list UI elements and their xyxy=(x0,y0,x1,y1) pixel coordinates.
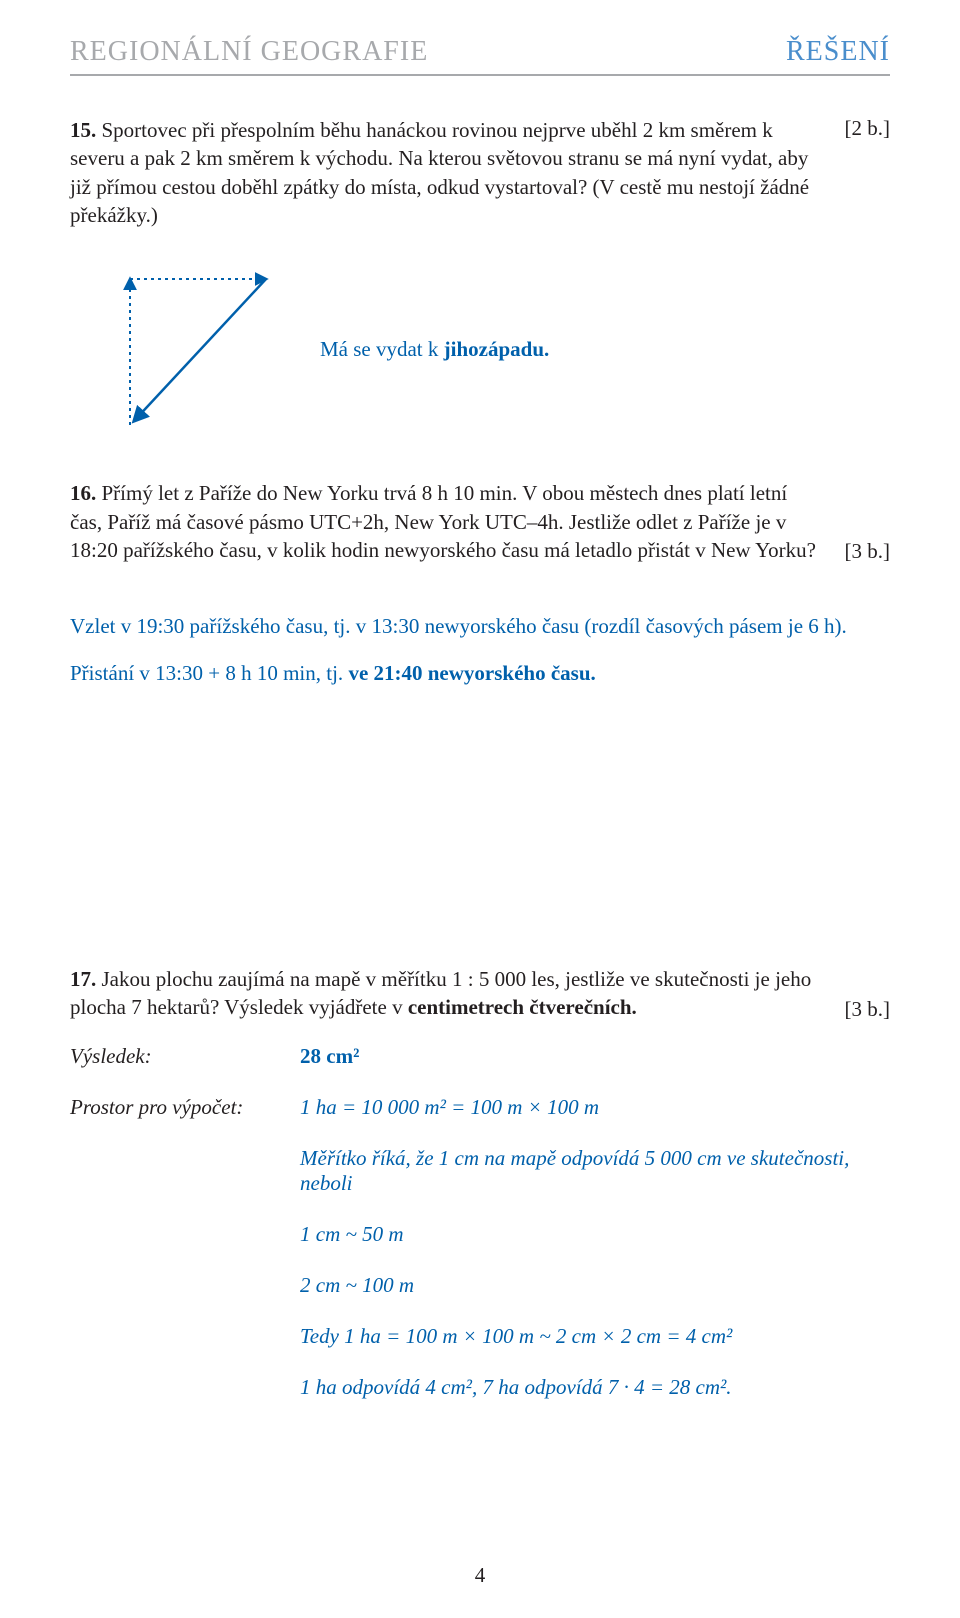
q17-calc-line6: 1 ha odpovídá 4 cm², 7 ha odpovídá 7 · 4… xyxy=(300,1375,890,1400)
question-15-number: 15. xyxy=(70,118,96,142)
question-15-points: [2 b.] xyxy=(845,116,891,229)
question-16: 16. Přímý let z Paříže do New Yorku trvá… xyxy=(70,479,890,564)
q17-calc-line1: 1 ha = 10 000 m² = 100 m × 100 m xyxy=(300,1095,890,1120)
q17-result-label: Výsledek: xyxy=(70,1044,270,1069)
q17-calc-label: Prostor pro výpočet: xyxy=(70,1095,270,1120)
q16-answer2-pre: Přistání v 13:30 + 8 h 10 min, tj. xyxy=(70,661,348,685)
question-17-text: 17. Jakou plochu zaujímá na mapě v měřít… xyxy=(70,965,825,1022)
q17-calc-line3: 1 cm ~ 50 m xyxy=(300,1222,890,1247)
q16-answer-line2: Přistání v 13:30 + 8 h 10 min, tj. ve 21… xyxy=(70,659,890,687)
q15-answer: Má se vydat k jihozápadu. xyxy=(320,335,549,363)
question-15: 15. Sportovec při přespolním běhu hanáck… xyxy=(70,116,890,229)
q15-answer-pre: Má se vydat k xyxy=(320,337,444,361)
question-17-body-bold: centimetrech čtverečních. xyxy=(408,995,637,1019)
q17-calc-line2: Měřítko říká, že 1 cm na mapě odpovídá 5… xyxy=(300,1146,890,1196)
question-16-body: Přímý let z Paříže do New Yorku trvá 8 h… xyxy=(70,481,816,562)
q17-calc-line4: 2 cm ~ 100 m xyxy=(300,1273,890,1298)
q16-answer-line1: Vzlet v 19:30 pařížského času, tj. v 13:… xyxy=(70,612,890,640)
q15-answer-bold: jihozápadu. xyxy=(444,337,550,361)
question-16-text: 16. Přímý let z Paříže do New Yorku trvá… xyxy=(70,479,825,564)
question-16-points: [3 b.] xyxy=(845,539,891,564)
header-title-right: ŘEŠENÍ xyxy=(786,36,890,68)
question-15-text: 15. Sportovec při přespolním běhu hanáck… xyxy=(70,116,825,229)
question-17-number: 17. xyxy=(70,967,96,991)
header-title-left: REGIONÁLNÍ GEOGRAFIE xyxy=(70,36,428,68)
question-17: 17. Jakou plochu zaujímá na mapě v měřít… xyxy=(70,965,890,1022)
q15-diagram-row: Má se vydat k jihozápadu. xyxy=(70,259,890,439)
q17-calc-line5: Tedy 1 ha = 100 m × 100 m ~ 2 cm × 2 cm … xyxy=(300,1324,890,1349)
page-header: REGIONÁLNÍ GEOGRAFIE ŘEŠENÍ xyxy=(70,36,890,76)
page-number: 4 xyxy=(0,1563,960,1588)
question-16-number: 16. xyxy=(70,481,96,505)
triangle-diagram xyxy=(100,259,280,439)
q17-result-value: 28 cm² xyxy=(300,1044,890,1069)
question-15-body: Sportovec při přespolním běhu hanáckou r… xyxy=(70,118,809,227)
question-17-points: [3 b.] xyxy=(845,997,891,1022)
q16-answer2-bold: ve 21:40 newyorského času. xyxy=(348,661,595,685)
q17-calc-table: Výsledek: 28 cm² Prostor pro výpočet: 1 … xyxy=(70,1044,890,1400)
